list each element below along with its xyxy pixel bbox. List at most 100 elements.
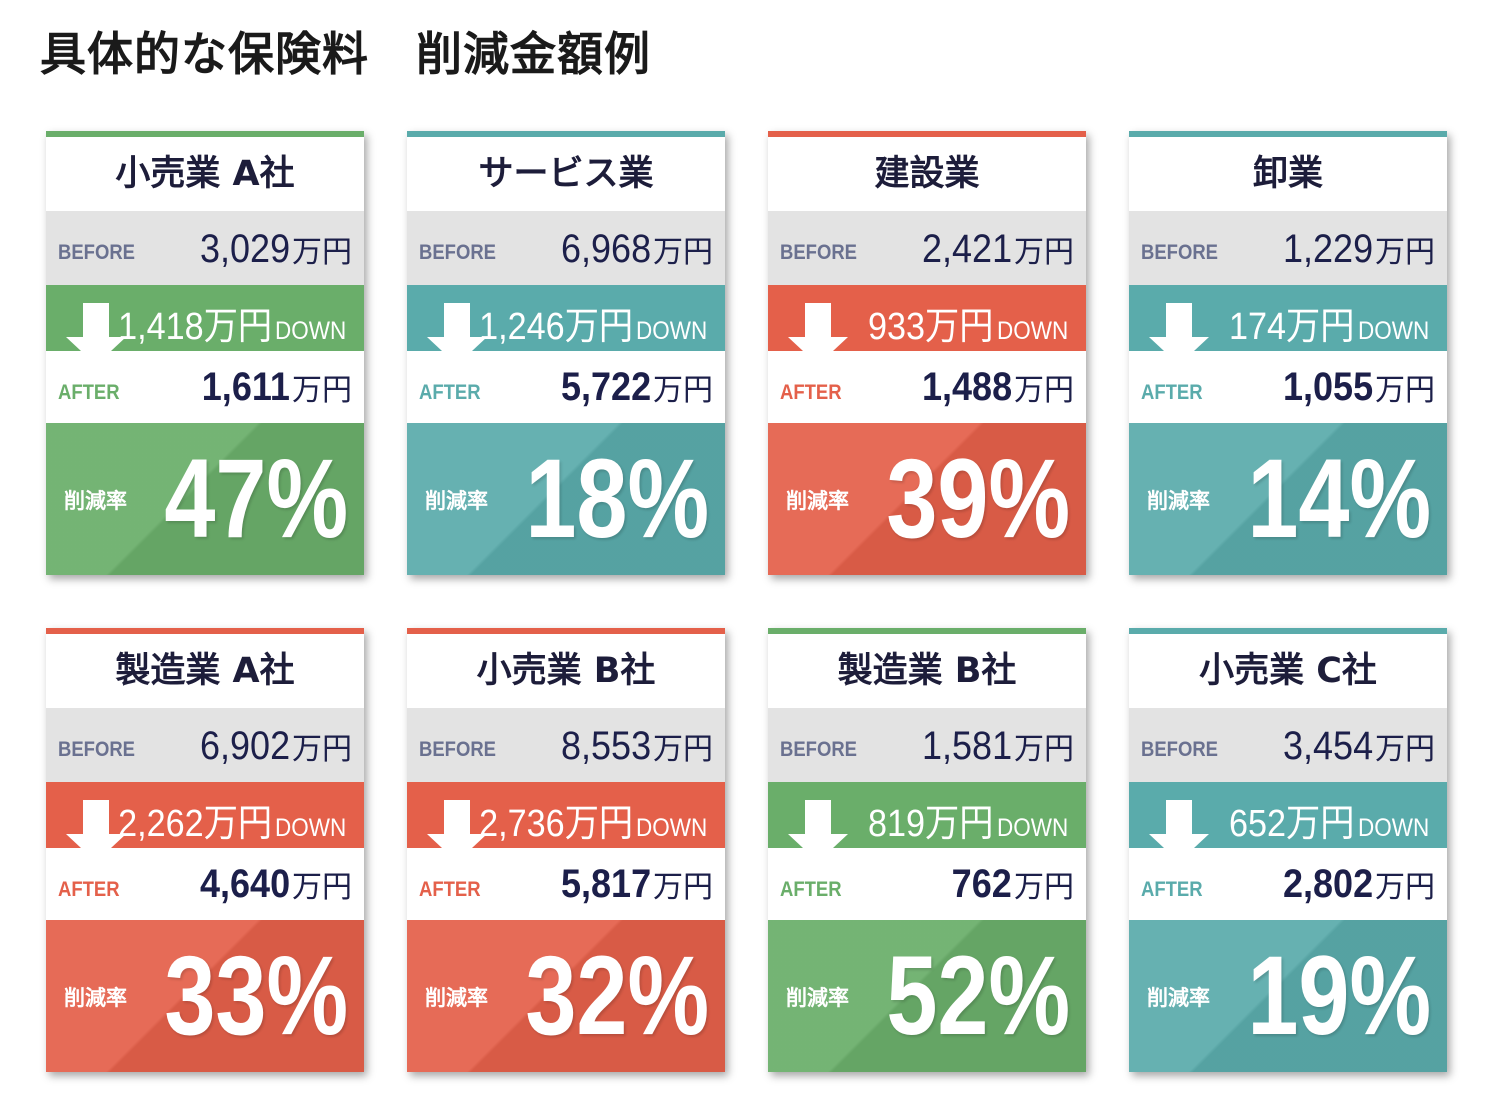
- before-label: BEFORE: [780, 738, 858, 761]
- down-word: DOWN: [1357, 317, 1430, 345]
- before-value: 3,029: [199, 227, 290, 271]
- after-label: AFTER: [419, 878, 481, 901]
- before-unit: 万円: [653, 235, 713, 270]
- down-arrow-icon: [427, 800, 487, 862]
- down-value: 2,736万円: [478, 803, 633, 845]
- before-unit: 万円: [1014, 732, 1074, 767]
- rate-row: 削減率 47%: [46, 423, 364, 575]
- card-title: 建設業: [768, 137, 1086, 211]
- before-unit: 万円: [653, 732, 713, 767]
- rate-value: 33%: [164, 933, 348, 1058]
- page-title: 具体的な保険料 削減金額例: [40, 27, 651, 81]
- before-unit: 万円: [292, 732, 352, 767]
- down-word: DOWN: [996, 814, 1069, 842]
- down-row: 933万円 DOWN: [768, 285, 1086, 351]
- after-value: 762: [951, 862, 1012, 906]
- reduction-card-7: 製造業 B社 BEFORE 1,581万円 819万円 DOWN AFTER 76…: [768, 628, 1086, 1072]
- rate-sheen: [46, 920, 364, 1072]
- card-title: 卸業: [1129, 137, 1447, 211]
- after-row: AFTER 1,488万円: [768, 351, 1086, 423]
- after-value: 4,640: [199, 862, 290, 906]
- after-unit: 万円: [1375, 870, 1435, 905]
- card-accent-bar: [46, 131, 364, 137]
- after-unit: 万円: [1014, 373, 1074, 408]
- down-arrow-icon: [788, 303, 848, 365]
- card-title: 小売業 B社: [407, 634, 725, 708]
- after-amount: 2,802万円: [1273, 862, 1435, 907]
- card-title: サービス業: [407, 137, 725, 211]
- after-amount: 762万円: [945, 862, 1074, 907]
- rate-row: 削減率 39%: [768, 423, 1086, 575]
- after-value: 5,817: [560, 862, 651, 906]
- card-accent-bar: [768, 131, 1086, 137]
- down-value: 652万円: [1229, 803, 1355, 845]
- before-label: BEFORE: [58, 738, 136, 761]
- card-title: 製造業 A社: [46, 634, 364, 708]
- rate-value: 32%: [525, 933, 709, 1058]
- before-amount: 1,581万円: [912, 724, 1074, 769]
- down-value: 819万円: [868, 803, 994, 845]
- down-amount: 2,262万円 DOWN: [101, 792, 354, 847]
- rate-label: 削減率: [64, 489, 127, 513]
- before-label: BEFORE: [419, 738, 497, 761]
- rate-sheen: [768, 920, 1086, 1072]
- rate-value: 52%: [886, 933, 1070, 1058]
- reduction-card-6: 小売業 B社 BEFORE 8,553万円 2,736万円 DOWN AFTER …: [407, 628, 725, 1072]
- rate-label: 削減率: [1147, 986, 1210, 1010]
- before-label: BEFORE: [1141, 241, 1219, 264]
- before-value: 6,968: [560, 227, 651, 271]
- before-unit: 万円: [1375, 732, 1435, 767]
- rate-row: 削減率 14%: [1129, 423, 1447, 575]
- before-label: BEFORE: [1141, 738, 1219, 761]
- down-word: DOWN: [274, 814, 347, 842]
- card-accent-bar: [768, 628, 1086, 634]
- after-value: 5,722: [560, 365, 651, 409]
- rate-row: 削減率 33%: [46, 920, 364, 1072]
- down-value: 933万円: [868, 306, 994, 348]
- before-value: 6,902: [199, 724, 290, 768]
- after-amount: 1,055万円: [1273, 365, 1435, 410]
- down-word: DOWN: [635, 814, 708, 842]
- after-amount: 4,640万円: [190, 862, 352, 907]
- down-arrow-icon: [66, 303, 126, 365]
- after-row: AFTER 762万円: [768, 848, 1086, 920]
- down-arrow-icon: [427, 303, 487, 365]
- rate-sheen: [46, 423, 364, 575]
- reduction-card-4: 卸業 BEFORE 1,229万円 174万円 DOWN AFTER 1,055万…: [1129, 131, 1447, 575]
- rate-sheen: [407, 920, 725, 1072]
- rate-label: 削減率: [786, 489, 849, 513]
- after-row: AFTER 2,802万円: [1129, 848, 1447, 920]
- down-amount: 933万円 DOWN: [854, 295, 1076, 350]
- after-unit: 万円: [292, 870, 352, 905]
- down-amount: 2,736万円 DOWN: [462, 792, 715, 847]
- reduction-card-2: サービス業 BEFORE 6,968万円 1,246万円 DOWN AFTER 5…: [407, 131, 725, 575]
- card-title: 小売業 A社: [46, 137, 364, 211]
- down-row: 1,418万円 DOWN: [46, 285, 364, 351]
- reduction-card-5: 製造業 A社 BEFORE 6,902万円 2,262万円 DOWN AFTER …: [46, 628, 364, 1072]
- after-unit: 万円: [1014, 870, 1074, 905]
- down-arrow-icon: [1149, 303, 1209, 365]
- before-label: BEFORE: [58, 241, 136, 264]
- after-amount: 1,611万円: [192, 365, 352, 410]
- down-value: 174万円: [1229, 306, 1355, 348]
- before-amount: 3,029万円: [190, 227, 352, 272]
- after-unit: 万円: [292, 373, 352, 408]
- before-row: BEFORE 8,553万円: [407, 708, 725, 782]
- card-accent-bar: [1129, 131, 1447, 137]
- before-value: 3,454: [1282, 724, 1373, 768]
- rate-value: 47%: [164, 436, 348, 561]
- card-accent-bar: [407, 131, 725, 137]
- rate-label: 削減率: [64, 986, 127, 1010]
- after-row: AFTER 5,722万円: [407, 351, 725, 423]
- card-accent-bar: [1129, 628, 1447, 634]
- before-amount: 8,553万円: [551, 724, 713, 769]
- rate-value: 18%: [525, 436, 709, 561]
- reduction-card-8: 小売業 C社 BEFORE 3,454万円 652万円 DOWN AFTER 2,…: [1129, 628, 1447, 1072]
- before-row: BEFORE 3,454万円: [1129, 708, 1447, 782]
- before-amount: 6,902万円: [190, 724, 352, 769]
- down-value: 1,246万円: [478, 306, 633, 348]
- rate-value: 14%: [1247, 436, 1431, 561]
- after-label: AFTER: [1141, 381, 1203, 404]
- before-value: 1,229: [1282, 227, 1373, 271]
- card-accent-bar: [407, 628, 725, 634]
